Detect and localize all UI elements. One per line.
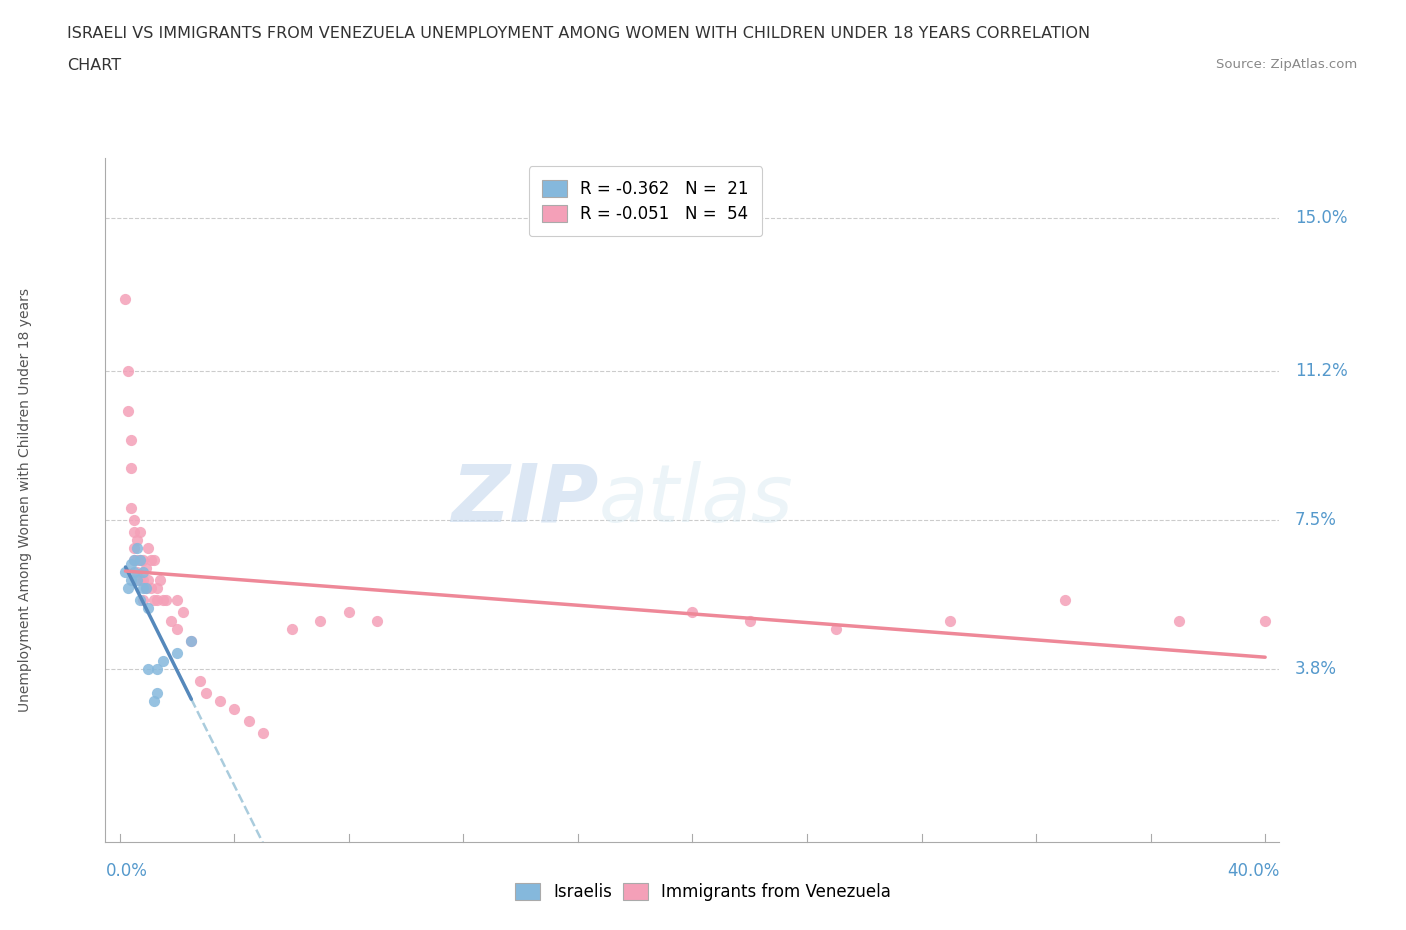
Point [141,552,163,567]
Point [120,557,142,572]
Point [125,573,148,588]
Point [128,593,150,608]
Point [939,613,962,628]
Point [166,621,188,636]
Point [166,645,188,660]
Point [138,540,160,555]
Point [146,581,169,596]
Point [120,500,142,515]
Text: ISRAELI VS IMMIGRANTS FROM VENEZUELA UNEMPLOYMENT AMONG WOMEN WITH CHILDREN UNDE: ISRAELI VS IMMIGRANTS FROM VENEZUELA UNE… [67,26,1091,41]
Point [128,573,150,588]
Point [122,552,145,567]
Point [208,694,231,709]
Point [117,581,139,596]
Text: 11.2%: 11.2% [1295,362,1347,380]
Point [188,673,211,688]
Point [146,593,169,608]
Point [117,364,139,379]
Point [128,552,150,567]
Point [128,525,150,539]
Point [238,713,260,728]
Text: 7.5%: 7.5% [1295,511,1337,529]
Point [131,573,153,588]
Point [125,533,148,548]
Point [120,432,142,447]
Point [738,613,761,628]
Point [117,404,139,418]
Text: CHART: CHART [67,58,121,73]
Point [135,581,157,596]
Point [155,593,177,608]
Text: 0.0%: 0.0% [105,862,148,880]
Text: 15.0%: 15.0% [1295,209,1347,228]
Point [824,621,846,636]
Text: 40.0%: 40.0% [1227,862,1279,880]
Point [252,725,274,740]
Point [143,552,166,567]
Point [135,561,157,576]
Point [122,565,145,579]
Point [131,593,153,608]
Point [125,540,148,555]
Point [122,540,145,555]
Point [131,565,153,579]
Point [125,565,148,579]
Point [125,552,148,567]
Point [131,581,153,596]
Point [681,605,703,620]
Point [138,573,160,588]
Text: 3.8%: 3.8% [1295,659,1337,678]
Point [180,633,202,648]
Point [194,685,217,700]
Point [172,605,194,620]
Point [166,593,188,608]
Point [280,621,302,636]
Point [128,552,150,567]
Point [146,685,169,700]
Text: Unemployment Among Women with Children Under 18 years: Unemployment Among Women with Children U… [18,288,32,712]
Legend: Israelis, Immigrants from Venezuela: Israelis, Immigrants from Venezuela [502,870,904,914]
Point [138,601,160,616]
Point [120,460,142,475]
Point [131,552,153,567]
Text: ZIP: ZIP [451,461,599,538]
Point [309,613,332,628]
Point [141,581,163,596]
Point [135,581,157,596]
Point [1053,593,1076,608]
Point [143,593,166,608]
Point [149,573,172,588]
Point [224,701,246,716]
Point [366,613,388,628]
Text: Source: ZipAtlas.com: Source: ZipAtlas.com [1216,58,1357,71]
Point [1168,613,1191,628]
Point [337,605,360,620]
Text: atlas: atlas [599,461,793,538]
Point [114,565,136,579]
Point [1254,613,1277,628]
Point [143,694,166,709]
Point [122,512,145,527]
Point [114,291,136,306]
Point [122,552,145,567]
Point [152,653,174,668]
Legend: R = -0.362   N =  21, R = -0.051   N =  54: R = -0.362 N = 21, R = -0.051 N = 54 [529,166,762,236]
Point [122,525,145,539]
Point [180,633,202,648]
Point [146,661,169,676]
Point [138,661,160,676]
Point [120,573,142,588]
Point [152,593,174,608]
Point [160,613,183,628]
